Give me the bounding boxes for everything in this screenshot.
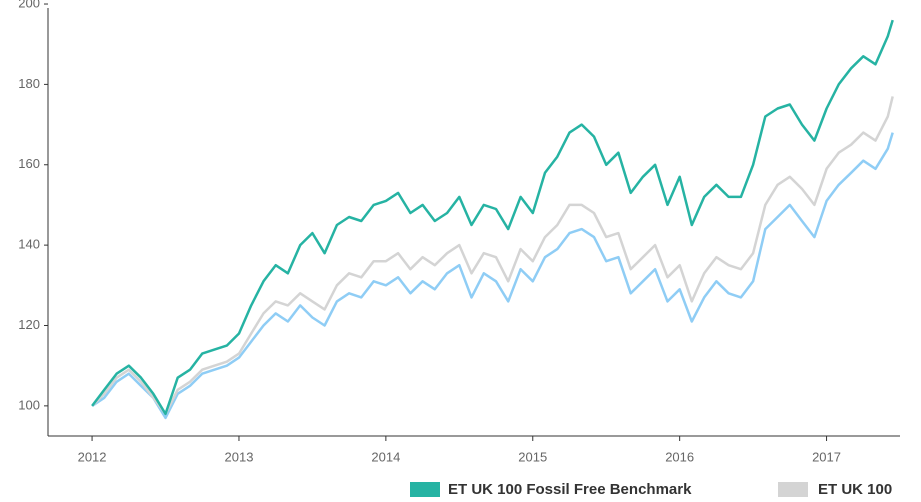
x-tick-label: 2014: [371, 449, 400, 464]
y-tick-label: 200: [18, 0, 40, 10]
legend-text: ET UK 100 Fossil Free Benchmark: [448, 481, 692, 498]
x-tick-label: 2017: [812, 449, 841, 464]
x-tick-label: 2013: [225, 449, 254, 464]
series-line: [91, 19, 894, 416]
y-tick-label: 180: [18, 76, 40, 91]
series-line: [91, 96, 894, 416]
y-tick-label: 120: [18, 317, 40, 332]
x-tick-label: 2015: [518, 449, 547, 464]
series-line: [91, 132, 894, 420]
legend-swatch: [410, 482, 440, 497]
y-tick-label: 100: [18, 397, 40, 412]
y-tick-label: 140: [18, 237, 40, 252]
legend-swatch: [778, 482, 808, 497]
legend-text: ET UK 100: [818, 481, 892, 498]
x-tick-label: 2016: [665, 449, 694, 464]
y-tick-label: 160: [18, 156, 40, 171]
x-tick-label: 2012: [78, 449, 107, 464]
